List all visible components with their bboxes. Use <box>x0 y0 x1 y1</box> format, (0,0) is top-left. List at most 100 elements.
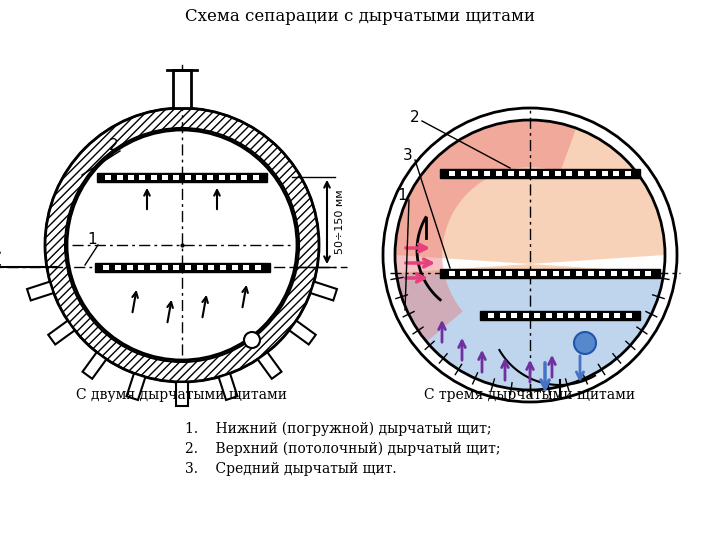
Bar <box>161 265 168 269</box>
Polygon shape <box>395 120 665 273</box>
Polygon shape <box>258 352 282 379</box>
Polygon shape <box>219 374 238 400</box>
Bar <box>127 265 132 269</box>
Bar <box>460 271 466 275</box>
Bar <box>173 70 191 108</box>
Text: С тремя дырчатыми щитами: С тремя дырчатыми щитами <box>424 388 636 402</box>
Bar <box>580 313 586 318</box>
Bar <box>220 265 226 269</box>
Bar <box>97 172 267 181</box>
Circle shape <box>42 105 322 385</box>
Bar <box>94 262 269 272</box>
Bar <box>162 174 168 179</box>
Bar <box>543 171 549 176</box>
Polygon shape <box>289 321 316 345</box>
Bar <box>150 174 157 179</box>
Bar <box>602 171 608 176</box>
Text: 2: 2 <box>109 138 119 152</box>
Polygon shape <box>48 321 75 345</box>
Bar <box>449 271 454 275</box>
Bar <box>576 271 582 275</box>
Bar <box>530 271 536 275</box>
Circle shape <box>244 332 260 348</box>
Bar <box>483 271 490 275</box>
Text: 2: 2 <box>410 110 420 125</box>
Bar <box>185 265 191 269</box>
Bar <box>588 271 593 275</box>
Bar <box>611 271 617 275</box>
Polygon shape <box>395 255 665 390</box>
Text: Схема сепарации с дырчатыми щитами: Схема сепарации с дырчатыми щитами <box>185 8 535 25</box>
Bar <box>634 271 640 275</box>
Bar <box>230 174 236 179</box>
Bar <box>590 171 596 176</box>
Bar <box>567 171 572 176</box>
Polygon shape <box>83 352 107 379</box>
Bar <box>243 265 249 269</box>
Bar <box>546 313 552 318</box>
Bar <box>480 310 640 320</box>
Bar <box>564 271 570 275</box>
Polygon shape <box>310 282 337 300</box>
Text: 1: 1 <box>87 232 96 246</box>
Bar <box>508 171 513 176</box>
Text: 1.    Нижний (погружной) дырчатый щит;: 1. Нижний (погружной) дырчатый щит; <box>185 422 492 436</box>
Bar <box>645 271 652 275</box>
Circle shape <box>67 130 297 360</box>
Bar <box>495 271 501 275</box>
Bar <box>196 174 202 179</box>
Text: 50÷150 мм: 50÷150 мм <box>335 190 345 254</box>
Polygon shape <box>127 374 145 400</box>
Bar <box>219 174 225 179</box>
Bar <box>232 265 238 269</box>
Bar <box>461 171 467 176</box>
Polygon shape <box>27 282 53 300</box>
Text: 2.    Верхний (потолочный) дырчатый щит;: 2. Верхний (потолочный) дырчатый щит; <box>185 442 500 456</box>
Bar <box>174 174 179 179</box>
Bar <box>599 271 605 275</box>
Bar <box>613 171 619 176</box>
Bar <box>253 174 258 179</box>
Bar <box>578 171 584 176</box>
Bar <box>488 313 495 318</box>
Bar <box>449 171 455 176</box>
Text: С двумя дырчатыми щитами: С двумя дырчатыми щитами <box>76 388 287 402</box>
Bar <box>255 265 261 269</box>
Bar <box>440 168 640 178</box>
Bar <box>472 271 478 275</box>
Bar <box>140 174 145 179</box>
Text: 3.    Средний дырчатый щит.: 3. Средний дырчатый щит. <box>185 462 397 476</box>
Bar <box>531 171 537 176</box>
Bar <box>622 271 629 275</box>
Polygon shape <box>176 382 188 406</box>
Bar <box>440 268 660 278</box>
Bar <box>625 171 631 176</box>
Bar <box>591 313 598 318</box>
Bar <box>150 265 156 269</box>
Bar <box>472 171 478 176</box>
Bar <box>518 271 524 275</box>
Bar <box>117 174 122 179</box>
Bar <box>496 171 502 176</box>
Bar <box>114 265 121 269</box>
Bar <box>553 271 559 275</box>
Bar <box>105 174 112 179</box>
Bar <box>603 313 608 318</box>
Bar <box>541 271 547 275</box>
Bar <box>241 174 248 179</box>
Text: 1: 1 <box>397 187 407 202</box>
Bar <box>207 174 213 179</box>
Bar <box>500 313 506 318</box>
Bar <box>138 265 144 269</box>
Bar <box>554 171 561 176</box>
Text: 3: 3 <box>403 147 413 163</box>
Bar <box>626 313 631 318</box>
Bar <box>568 313 575 318</box>
Circle shape <box>574 332 596 354</box>
Bar <box>184 174 191 179</box>
Bar <box>103 265 109 269</box>
Bar <box>614 313 620 318</box>
Bar <box>523 313 528 318</box>
Bar <box>484 171 490 176</box>
Bar <box>506 271 513 275</box>
